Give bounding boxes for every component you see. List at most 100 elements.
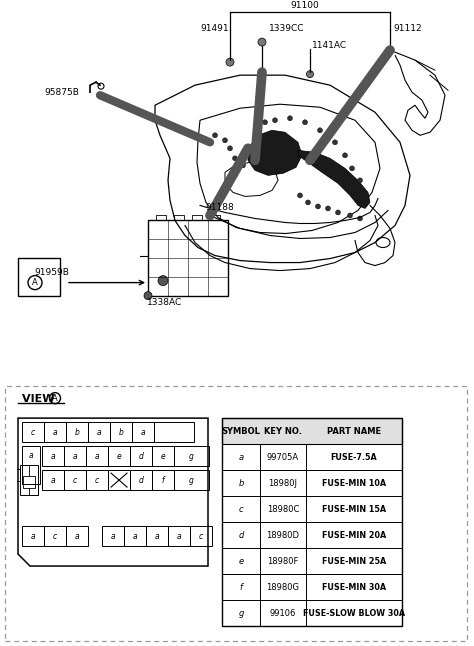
Text: 91959B: 91959B: [35, 268, 69, 277]
Text: 18980C: 18980C: [267, 505, 299, 514]
Text: b: b: [74, 428, 80, 437]
Circle shape: [332, 140, 337, 145]
Text: FUSE-MIN 30A: FUSE-MIN 30A: [322, 583, 386, 592]
Text: a: a: [51, 452, 55, 461]
Bar: [102, 526, 124, 546]
Circle shape: [357, 178, 363, 183]
Text: a: a: [95, 452, 100, 461]
Text: e: e: [117, 452, 121, 461]
Bar: [260, 444, 306, 470]
Bar: [64, 470, 86, 490]
Bar: [22, 446, 40, 484]
Circle shape: [240, 163, 246, 168]
Text: a: a: [177, 532, 182, 541]
Bar: [260, 574, 306, 600]
Circle shape: [298, 193, 302, 198]
Bar: [23, 476, 35, 488]
Bar: [260, 496, 306, 522]
Bar: [174, 470, 209, 490]
Bar: [306, 600, 402, 626]
Text: A: A: [52, 393, 58, 402]
Text: 91112: 91112: [394, 23, 422, 32]
Text: KEY NO.: KEY NO.: [264, 426, 302, 435]
Text: 99106: 99106: [270, 609, 296, 618]
Bar: [18, 258, 60, 296]
Bar: [222, 522, 260, 548]
Text: g: g: [238, 609, 244, 618]
Bar: [192, 216, 202, 220]
Bar: [260, 470, 306, 496]
Bar: [66, 422, 88, 442]
Circle shape: [158, 276, 168, 286]
Text: 99705A: 99705A: [267, 453, 299, 462]
Circle shape: [326, 206, 330, 211]
Circle shape: [306, 200, 310, 205]
Bar: [108, 446, 130, 466]
Bar: [306, 496, 402, 522]
Text: 18980F: 18980F: [267, 557, 299, 565]
Bar: [222, 548, 260, 574]
Text: 1338AC: 1338AC: [147, 298, 182, 307]
Bar: [124, 526, 146, 546]
Text: a: a: [51, 475, 55, 484]
Text: c: c: [95, 475, 99, 484]
Circle shape: [273, 118, 277, 123]
Text: FUSE-MIN 25A: FUSE-MIN 25A: [322, 557, 386, 565]
Circle shape: [258, 38, 266, 46]
Bar: [222, 418, 402, 444]
Bar: [86, 470, 108, 490]
Text: e: e: [161, 452, 165, 461]
Text: f: f: [162, 475, 164, 484]
Circle shape: [343, 153, 347, 158]
Circle shape: [347, 213, 353, 218]
Text: c: c: [199, 532, 203, 541]
Bar: [222, 600, 260, 626]
Text: g: g: [189, 475, 194, 484]
Bar: [130, 446, 152, 466]
Text: VIEW: VIEW: [22, 394, 58, 404]
Bar: [152, 470, 174, 490]
Text: a: a: [238, 453, 244, 462]
Bar: [306, 444, 402, 470]
Text: f: f: [239, 583, 243, 592]
Bar: [168, 526, 190, 546]
Bar: [190, 526, 212, 546]
Circle shape: [307, 70, 313, 78]
Bar: [146, 526, 168, 546]
Bar: [306, 470, 402, 496]
Text: FUSE-7.5A: FUSE-7.5A: [331, 453, 377, 462]
Text: a: a: [111, 532, 115, 541]
Text: SYMBOL: SYMBOL: [221, 426, 260, 435]
Polygon shape: [248, 130, 302, 175]
Text: c: c: [73, 475, 77, 484]
Circle shape: [228, 146, 233, 151]
Bar: [154, 422, 193, 442]
Bar: [174, 216, 184, 220]
Text: a: a: [97, 428, 101, 437]
Bar: [20, 465, 38, 495]
Circle shape: [349, 166, 355, 171]
Text: 91491: 91491: [201, 23, 229, 32]
Circle shape: [233, 156, 237, 161]
Bar: [306, 574, 402, 600]
Bar: [22, 526, 44, 546]
Bar: [42, 470, 64, 490]
Bar: [260, 548, 306, 574]
Circle shape: [222, 138, 228, 143]
Circle shape: [263, 120, 267, 125]
Bar: [306, 522, 402, 548]
Text: c: c: [53, 532, 57, 541]
Bar: [88, 422, 110, 442]
Bar: [148, 220, 228, 296]
Text: 1339CC: 1339CC: [269, 23, 305, 32]
Bar: [132, 422, 154, 442]
Circle shape: [226, 58, 234, 66]
Bar: [222, 470, 260, 496]
Text: PART NAME: PART NAME: [327, 426, 381, 435]
Text: 18980J: 18980J: [268, 479, 298, 488]
Bar: [210, 216, 220, 220]
Text: g: g: [189, 452, 194, 461]
Circle shape: [288, 116, 292, 121]
Text: e: e: [238, 557, 244, 565]
Bar: [222, 574, 260, 600]
